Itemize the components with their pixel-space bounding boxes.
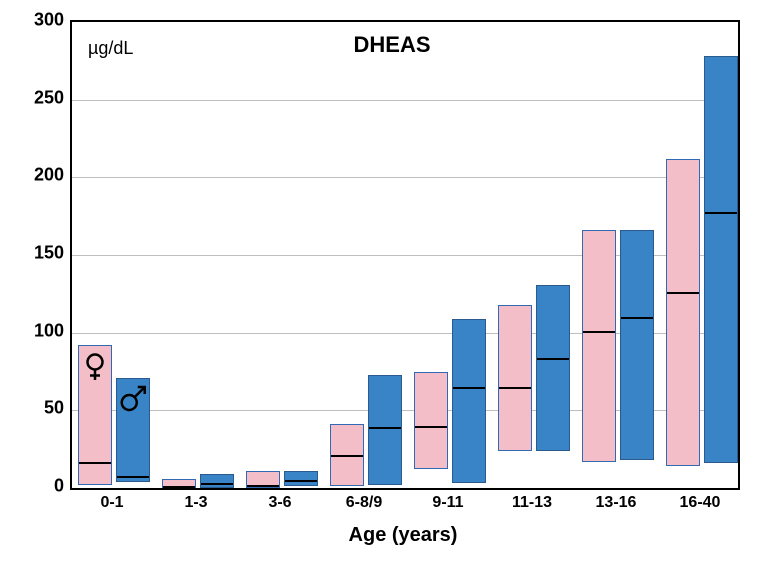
bar-female [414, 372, 448, 470]
bar-median-line [79, 462, 111, 464]
x-tick-label: 3-6 [244, 494, 316, 512]
y-tick-label: 200 [14, 165, 64, 186]
y-tick-label: 100 [14, 320, 64, 341]
bar-median-line [499, 387, 531, 389]
bar-female [582, 230, 616, 461]
bar-female [162, 479, 196, 488]
plot-area: DHEAS µg/dL [70, 20, 740, 490]
chart-container: DHEAS µg/dL Age (years) 0 50 100 150 200 250 3… [0, 0, 764, 575]
bar-female [498, 305, 532, 451]
unit-label: µg/dL [88, 38, 133, 59]
bar-median-line [583, 331, 615, 333]
y-tick-label: 250 [14, 87, 64, 108]
bar-median-line [163, 486, 195, 488]
male-icon [119, 385, 147, 413]
bar-female [666, 159, 700, 467]
female-icon [85, 352, 105, 381]
gridline-y [72, 100, 738, 101]
y-tick-label: 0 [14, 476, 64, 497]
bar-male [368, 375, 402, 485]
bar-median-line [247, 485, 279, 487]
gridline-y [72, 177, 738, 178]
x-tick-label: 1-3 [160, 494, 232, 512]
bar-median-line [415, 426, 447, 428]
x-tick-label: 9-11 [412, 494, 484, 512]
bar-male [116, 378, 150, 482]
bar-median-line [285, 480, 317, 482]
x-tick-label: 11-13 [496, 494, 568, 512]
bar-median-line [705, 212, 737, 214]
x-tick-label: 13-16 [580, 494, 652, 512]
bar-male [704, 56, 738, 463]
bar-median-line [621, 317, 653, 319]
bar-median-line [667, 292, 699, 294]
y-tick-label: 150 [14, 243, 64, 264]
bar-median-line [537, 358, 569, 360]
bar-male [536, 285, 570, 451]
bar-male [452, 319, 486, 484]
bar-male [620, 230, 654, 460]
bar-median-line [331, 455, 363, 457]
bar-median-line [369, 427, 401, 429]
x-tick-label: 0-1 [76, 494, 148, 512]
bar-female [330, 424, 364, 486]
y-tick-label: 50 [14, 398, 64, 419]
bar-male [200, 474, 234, 488]
x-tick-label: 6-8/9 [328, 494, 400, 512]
bar-median-line [117, 476, 149, 478]
x-tick-label: 16-40 [664, 494, 736, 512]
bar-female [246, 471, 280, 488]
bar-median-line [453, 387, 485, 389]
bar-median-line [201, 483, 233, 485]
chart-title: DHEAS [353, 32, 430, 58]
y-tick-label: 300 [14, 10, 64, 31]
bar-female [78, 345, 112, 485]
bar-male [284, 471, 318, 487]
x-axis-title: Age (years) [70, 524, 736, 547]
